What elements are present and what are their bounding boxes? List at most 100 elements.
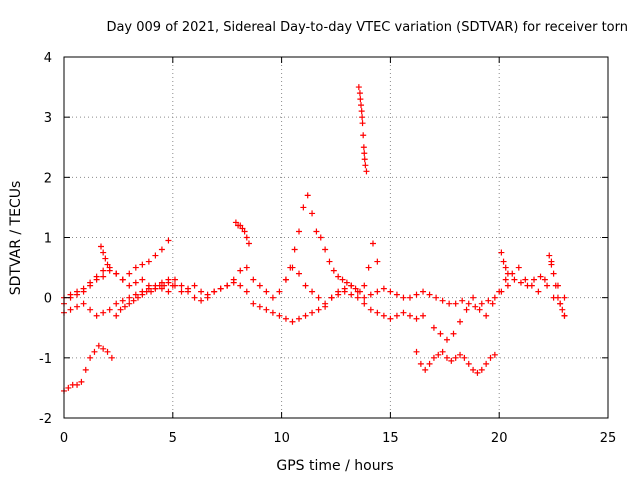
data-point (358, 102, 365, 109)
data-point (198, 297, 205, 304)
y-tick-label: 4 (44, 51, 52, 66)
data-point (360, 144, 367, 151)
data-point (139, 288, 146, 295)
data-point (245, 240, 252, 247)
data-point (230, 279, 237, 286)
data-point (554, 294, 561, 301)
data-point (309, 210, 316, 217)
data-point (91, 348, 98, 355)
y-tick-label: -2 (39, 412, 52, 427)
data-point (420, 288, 427, 295)
chart-title: Day 009 of 2021, Sidereal Day-to-day VTE… (106, 20, 628, 35)
data-point (417, 360, 424, 367)
grid-layer (64, 57, 608, 418)
series-track-j (430, 258, 568, 343)
data-point (130, 297, 137, 304)
y-tick-label: 0 (44, 292, 52, 307)
data-point (119, 297, 126, 304)
data-point (443, 336, 450, 343)
data-point (511, 276, 518, 283)
data-point (300, 204, 307, 211)
data-point (237, 222, 244, 229)
data-point (557, 300, 564, 307)
data-point (452, 354, 459, 361)
points-layer (61, 84, 568, 394)
data-point (250, 276, 257, 283)
data-point (426, 360, 433, 367)
data-point (117, 306, 124, 313)
data-point (358, 108, 365, 115)
data-point (362, 162, 369, 169)
data-point (78, 378, 85, 385)
x-axis-label: GPS time / hours (276, 458, 393, 474)
data-point (243, 234, 250, 241)
data-point (296, 228, 303, 235)
series-track-i (413, 348, 498, 376)
series-track-h (355, 84, 370, 175)
data-point (67, 291, 74, 298)
data-point (237, 267, 244, 274)
data-point (328, 294, 335, 301)
data-point (191, 282, 198, 289)
data-point (531, 276, 538, 283)
data-point (470, 294, 477, 301)
data-point (119, 276, 126, 283)
data-point (330, 267, 337, 274)
data-point (550, 270, 557, 277)
data-point (387, 288, 394, 295)
data-point (106, 264, 113, 271)
data-point (87, 279, 94, 286)
data-point (74, 381, 81, 388)
data-point (315, 294, 322, 301)
y-tick-label: 3 (44, 111, 52, 126)
data-point (100, 249, 107, 256)
data-point (100, 309, 107, 316)
y-tick-label: -1 (39, 352, 52, 367)
data-point (459, 297, 466, 304)
data-point (309, 309, 316, 316)
data-point (161, 282, 168, 289)
data-point (302, 282, 309, 289)
data-point (535, 288, 542, 295)
data-point (217, 285, 224, 292)
data-point (356, 288, 363, 295)
data-point (148, 288, 155, 295)
data-point (355, 84, 362, 91)
data-point (126, 270, 133, 277)
data-point (352, 285, 359, 292)
data-point (420, 312, 427, 319)
data-point (256, 303, 263, 310)
data-point (256, 282, 263, 289)
data-point (489, 300, 496, 307)
data-point (282, 315, 289, 322)
data-point (97, 243, 104, 250)
data-point (544, 282, 551, 289)
data-point (126, 300, 133, 307)
data-point (158, 279, 165, 286)
data-point (67, 306, 74, 313)
data-point (502, 276, 509, 283)
data-point (548, 261, 555, 268)
data-point (165, 237, 172, 244)
data-point (165, 288, 172, 295)
data-point (541, 276, 548, 283)
data-point (241, 228, 248, 235)
data-point (537, 273, 544, 280)
data-point (361, 294, 368, 301)
y-tick-label: 2 (44, 171, 52, 186)
data-point (422, 366, 429, 373)
data-point (304, 192, 311, 199)
data-point (113, 270, 120, 277)
data-point (522, 276, 529, 283)
data-point (339, 276, 346, 283)
data-point (95, 342, 102, 349)
data-point (354, 294, 361, 301)
data-point (357, 96, 364, 103)
data-point (302, 312, 309, 319)
data-point (343, 279, 350, 286)
data-point (360, 132, 367, 139)
data-point (457, 318, 464, 325)
data-point (528, 282, 535, 289)
data-point (263, 306, 270, 313)
data-point (500, 258, 507, 265)
